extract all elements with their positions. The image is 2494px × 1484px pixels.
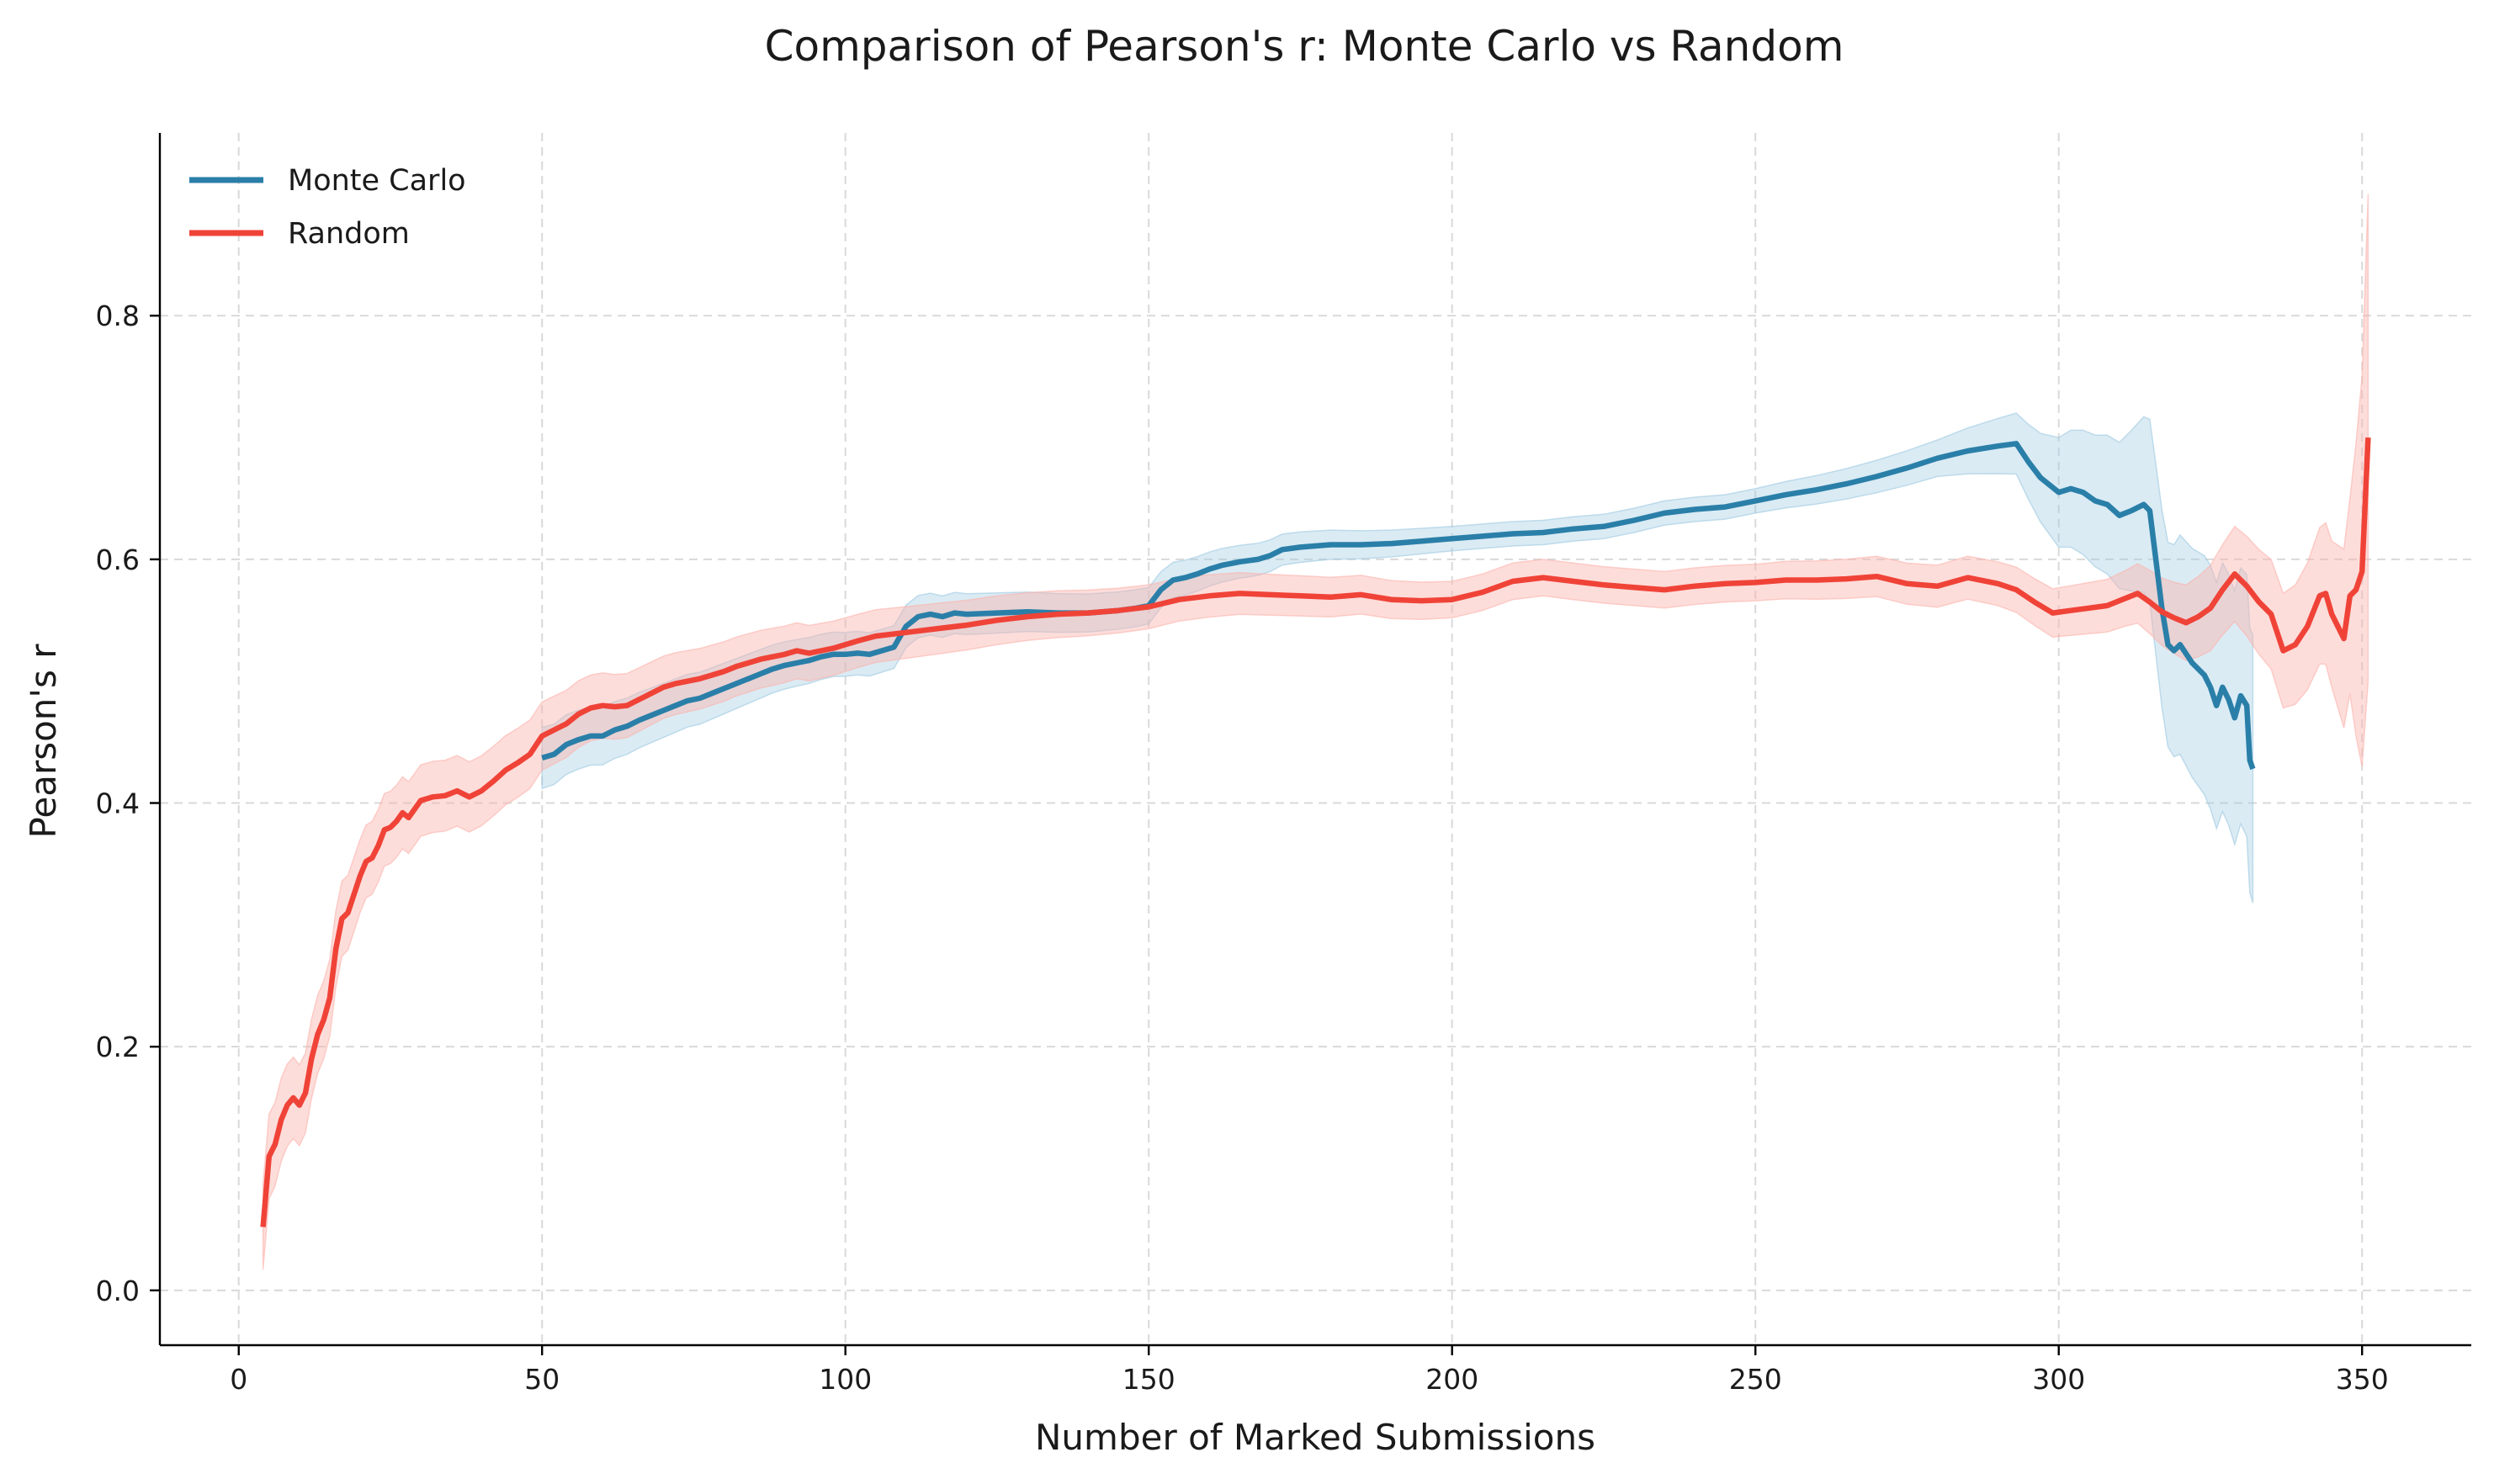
y-tick-label-0: 0.0 xyxy=(96,1275,140,1307)
y-tick-label-3: 0.6 xyxy=(96,543,140,576)
x-axis-label: Number of Marked Submissions xyxy=(1035,1417,1595,1458)
monte-carlo-line xyxy=(541,441,2256,771)
y-axis-ticks: 0.0 0.2 0.4 0.6 0.8 xyxy=(96,299,160,1307)
legend-label-monte-carlo: Monte Carlo xyxy=(288,164,466,198)
x-tick-label-4: 200 xyxy=(1425,1363,1478,1396)
legend-label-random: Random xyxy=(288,217,410,251)
x-tick-label-5: 250 xyxy=(1729,1363,1782,1396)
y-tick-label-2: 0.4 xyxy=(96,787,140,820)
x-tick-label-6: 300 xyxy=(2032,1363,2085,1396)
legend: Monte Carlo Random xyxy=(189,164,466,251)
x-tick-label-7: 350 xyxy=(2336,1363,2389,1396)
y-tick-label-4: 0.8 xyxy=(96,299,140,332)
series-lines xyxy=(260,437,2371,1227)
random-band xyxy=(262,193,2369,1270)
x-tick-label-2: 100 xyxy=(819,1363,872,1396)
y-tick-label-1: 0.2 xyxy=(96,1031,140,1063)
confidence-bands xyxy=(262,193,2369,1270)
random-line xyxy=(260,437,2371,1227)
x-tick-label-3: 150 xyxy=(1122,1363,1175,1396)
axes-spines xyxy=(158,133,2471,1347)
x-tick-label-0: 0 xyxy=(230,1363,247,1396)
x-axis-ticks: 0 50 100 150 200 250 300 350 xyxy=(230,1345,2389,1396)
y-axis-label: Pearson's r xyxy=(23,644,64,839)
chart-title: Comparison of Pearson's r: Monte Carlo v… xyxy=(765,22,1844,71)
x-tick-label-1: 50 xyxy=(524,1363,560,1396)
monte-carlo-band xyxy=(541,412,2254,904)
